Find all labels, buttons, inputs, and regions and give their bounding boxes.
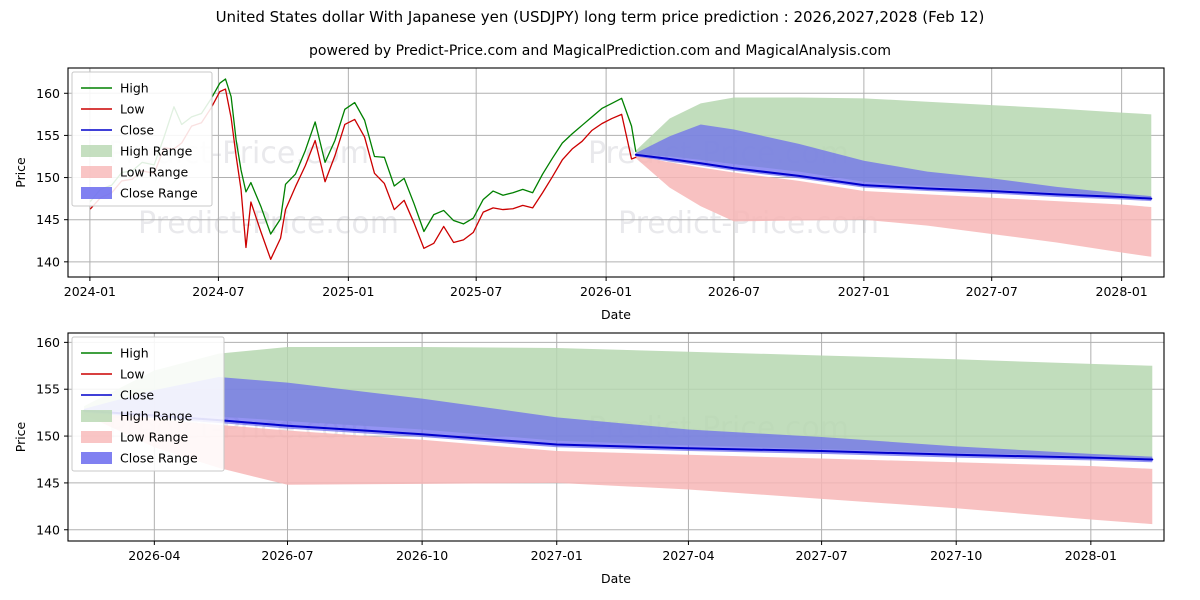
- close-range-band: [635, 124, 1152, 202]
- y-axis-label: Price: [13, 157, 28, 188]
- legend-item-label: Low Range: [120, 165, 189, 180]
- legend-item-label: High: [120, 81, 149, 96]
- ytick-label: 150: [36, 170, 60, 185]
- ytick-label: 150: [36, 429, 60, 444]
- legend-item-label: Close Range: [120, 451, 198, 466]
- ytick-label: 160: [36, 335, 60, 350]
- xtick-label: 2025-07: [450, 284, 502, 299]
- high-range-band: [635, 97, 1152, 198]
- watermark-text: Predict-Price.com: [138, 206, 399, 241]
- legend-item-label: Close: [120, 123, 154, 138]
- page-subtitle: powered by Predict-Price.com and Magical…: [309, 43, 891, 59]
- xtick-label: 2026-10: [396, 548, 448, 563]
- xtick-label: 2027-04: [662, 548, 714, 563]
- legend-swatch-band: [81, 431, 112, 443]
- legend-item-label: High Range: [120, 144, 193, 159]
- chart-panel-forecast-detail: Predict-Price.comPredict-Price.com140145…: [13, 332, 1165, 586]
- high-range-band: [84, 347, 1153, 459]
- ytick-label: 140: [36, 254, 60, 269]
- xtick-label: 2024-07: [192, 284, 244, 299]
- xtick-label: 2024-01: [64, 284, 116, 299]
- ytick-label: 145: [36, 475, 60, 490]
- xtick-label: 2027-07: [795, 548, 847, 563]
- axis-ticks: 140 145 150 155 160 2024-01 2024-07 2025-01 2025…: [36, 86, 1148, 299]
- ytick-label: 155: [36, 382, 60, 397]
- close-forecast-line: [634, 153, 1153, 200]
- series-group: [83, 347, 1154, 525]
- legend-item-label: Low: [120, 367, 145, 382]
- xtick-label: 2027-07: [966, 284, 1018, 299]
- xtick-label: 2026-04: [128, 548, 180, 563]
- legend: High Low Close High Range Low Range Close Ran…: [71, 71, 213, 207]
- legend: High Low Close High Range Low Range Close Ran…: [71, 336, 225, 472]
- close-range-band: [84, 377, 1153, 463]
- series-group: [89, 78, 1153, 260]
- low-range-band: [84, 411, 1153, 525]
- plot-border: [67, 332, 1165, 542]
- ytick-label: 140: [36, 522, 60, 537]
- xtick-label: 2027-10: [930, 548, 982, 563]
- legend-swatch-band: [81, 410, 112, 422]
- plot-border: [67, 67, 1165, 278]
- ytick-label: 145: [36, 212, 60, 227]
- xtick-label: 2026-07: [261, 548, 313, 563]
- page-title: United States dollar With Japanese yen (…: [215, 8, 985, 26]
- xtick-label: 2028-01: [1096, 284, 1148, 299]
- legend-swatch-band: [81, 145, 112, 157]
- ytick-label: 155: [36, 128, 60, 143]
- xtick-label: 2027-01: [838, 284, 890, 299]
- xtick-label: 2026-01: [580, 284, 632, 299]
- legend-item-label: Low Range: [120, 430, 189, 445]
- legend-item-label: Close Range: [120, 186, 198, 201]
- low-range-band: [635, 155, 1152, 257]
- axis-ticks: 140 145 150 155 160 2026-04 2026-07 2026-10 2027…: [36, 335, 1117, 563]
- legend-item-label: High: [120, 346, 149, 361]
- xtick-label: 2026-07: [708, 284, 760, 299]
- xtick-label: 2025-01: [322, 284, 374, 299]
- legend-swatch-band: [81, 187, 112, 199]
- legend-swatch-band: [81, 166, 112, 178]
- legend-item-label: Low: [120, 102, 145, 117]
- x-axis-label: Date: [601, 307, 631, 322]
- legend-item-label: Close: [120, 388, 154, 403]
- xtick-label: 2027-01: [531, 548, 583, 563]
- legend-swatch-band: [81, 452, 112, 464]
- x-axis-label: Date: [601, 571, 631, 586]
- ytick-label: 160: [36, 86, 60, 101]
- y-axis-label: Price: [13, 421, 28, 452]
- legend-item-label: High Range: [120, 409, 193, 424]
- xtick-label: 2028-01: [1065, 548, 1117, 563]
